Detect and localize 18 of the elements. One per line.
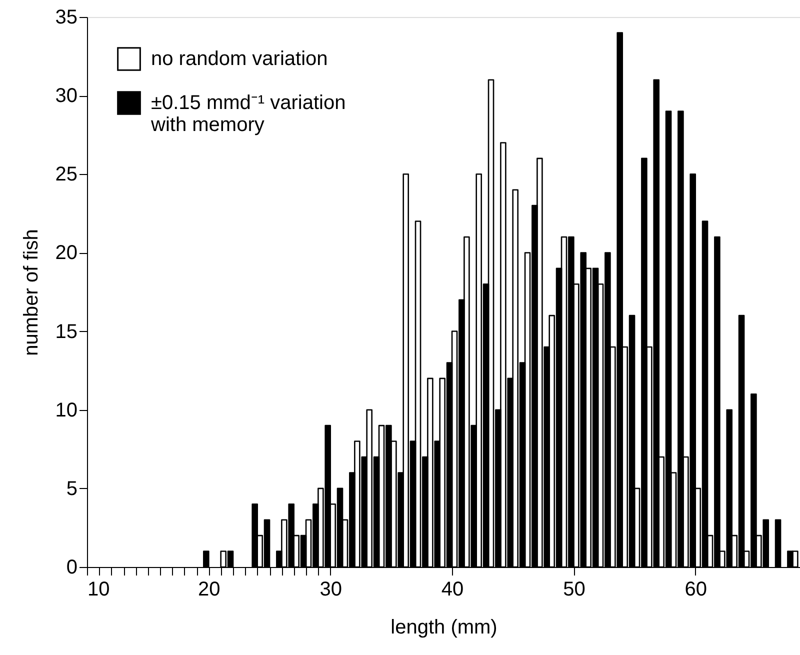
y-tick-label: 0	[66, 556, 78, 578]
x-axis-title: length (mm)	[390, 616, 498, 638]
x-tick-label: 20	[198, 578, 220, 600]
x-tick-label: 40	[441, 578, 464, 600]
y-tick-label: 15	[55, 320, 78, 343]
y-tick-label: 20	[55, 242, 78, 264]
y-tick-label: 5	[66, 478, 78, 500]
x-tick-label: 60	[684, 578, 707, 600]
y-tick-label: 30	[55, 85, 78, 108]
y-tick-label: 10	[55, 399, 78, 422]
legend-label: no random variation	[151, 48, 328, 70]
x-tick-label: 10	[88, 578, 110, 600]
y-axis-title: number of fish	[20, 229, 42, 356]
x-tick-label: 30	[320, 578, 342, 600]
x-tick-label: 50	[563, 578, 586, 600]
y-tick-label: 35	[55, 6, 78, 28]
y-tick-label: 25	[55, 164, 78, 186]
legend-label: ±0.15 mmd⁻¹ variation with memory	[150, 92, 346, 136]
